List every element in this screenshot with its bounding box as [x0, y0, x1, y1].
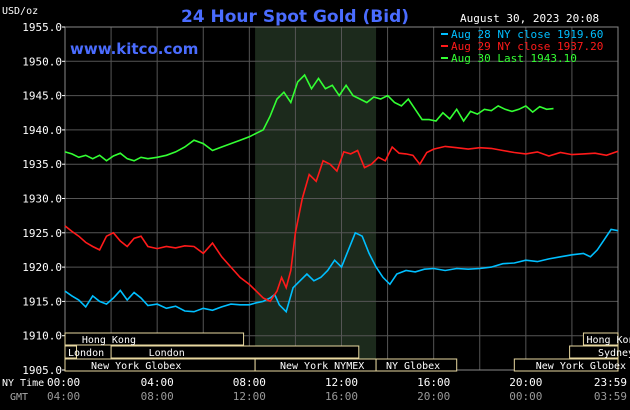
- y-tick-label: 1930.0: [22, 193, 62, 206]
- x-tick-label-gmt: 08:00: [141, 390, 174, 403]
- x-tick-label-gmt: 03:59: [594, 390, 627, 403]
- x-tick-label-ny: 04:00: [141, 376, 174, 389]
- chart-title: 24 Hour Spot Gold (Bid): [181, 7, 409, 27]
- y-tick-label: 1945.0: [22, 90, 62, 103]
- y-tick-label: 1915.0: [22, 295, 62, 308]
- y-tick-label: 1955.0: [22, 21, 62, 34]
- legend-entry: Aug 28 NY close 1919.60: [451, 28, 603, 41]
- session-label: Hong Kong: [82, 335, 136, 346]
- timestamp: August 30, 2023 20:08: [460, 12, 599, 25]
- session-label: London: [149, 348, 185, 359]
- x-tick-label-ny: 00:00: [47, 376, 80, 389]
- x-tick-label-gmt: 04:00: [47, 390, 80, 403]
- series-line-1: [64, 145, 619, 303]
- session-bar: [110, 345, 360, 359]
- y-tick-label: 1920.0: [22, 261, 62, 274]
- x-tick-label-ny: 08:00: [233, 376, 266, 389]
- session-bar: [375, 358, 458, 372]
- series-line-0: [64, 228, 619, 314]
- session-bar: [64, 332, 245, 346]
- legend-entry: Aug 29 NY close 1937.20: [451, 40, 603, 53]
- session-label: New York NYMEX: [280, 361, 364, 372]
- session-bar: [64, 345, 78, 359]
- y-tick-label: 1925.0: [22, 227, 62, 240]
- x-tick-label-ny: 20:00: [509, 376, 542, 389]
- xaxis-label-ny: NY Time: [2, 378, 44, 389]
- xaxis-label-gmt: GMT: [10, 392, 28, 403]
- session-bar: [582, 332, 619, 346]
- watermark: www.kitco.com: [70, 40, 198, 58]
- x-tick-label-gmt: 12:00: [233, 390, 266, 403]
- y-tick-label: 1910.0: [22, 330, 62, 343]
- y-tick-label: 1950.0: [22, 55, 62, 68]
- session-label: New York Globex: [536, 361, 626, 372]
- session-label: New York Globex: [91, 361, 181, 372]
- session-label: London: [68, 348, 104, 359]
- x-tick-label-ny: 23:59: [594, 376, 627, 389]
- y-tick-label: 1935.0: [22, 158, 62, 171]
- y-tick-label: 1940.0: [22, 124, 62, 137]
- x-tick-label-gmt: 20:00: [417, 390, 450, 403]
- y-tick-label: 1905.0: [22, 364, 62, 377]
- x-tick-label-gmt: 16:00: [325, 390, 358, 403]
- session-bar: [513, 358, 619, 372]
- unit-label: USD/oz: [2, 6, 38, 17]
- session-label: NY Globex: [386, 361, 440, 372]
- session-bar: [569, 345, 619, 359]
- legend-entry: Aug 30 Last 1943.10: [451, 52, 577, 65]
- x-tick-label-gmt: 00:00: [509, 390, 542, 403]
- session-label: Sydney: [598, 348, 630, 359]
- series-line-2: [64, 73, 554, 162]
- session-label: Hong Kong: [586, 335, 630, 346]
- x-tick-label-ny: 16:00: [417, 376, 450, 389]
- x-tick-label-ny: 12:00: [325, 376, 358, 389]
